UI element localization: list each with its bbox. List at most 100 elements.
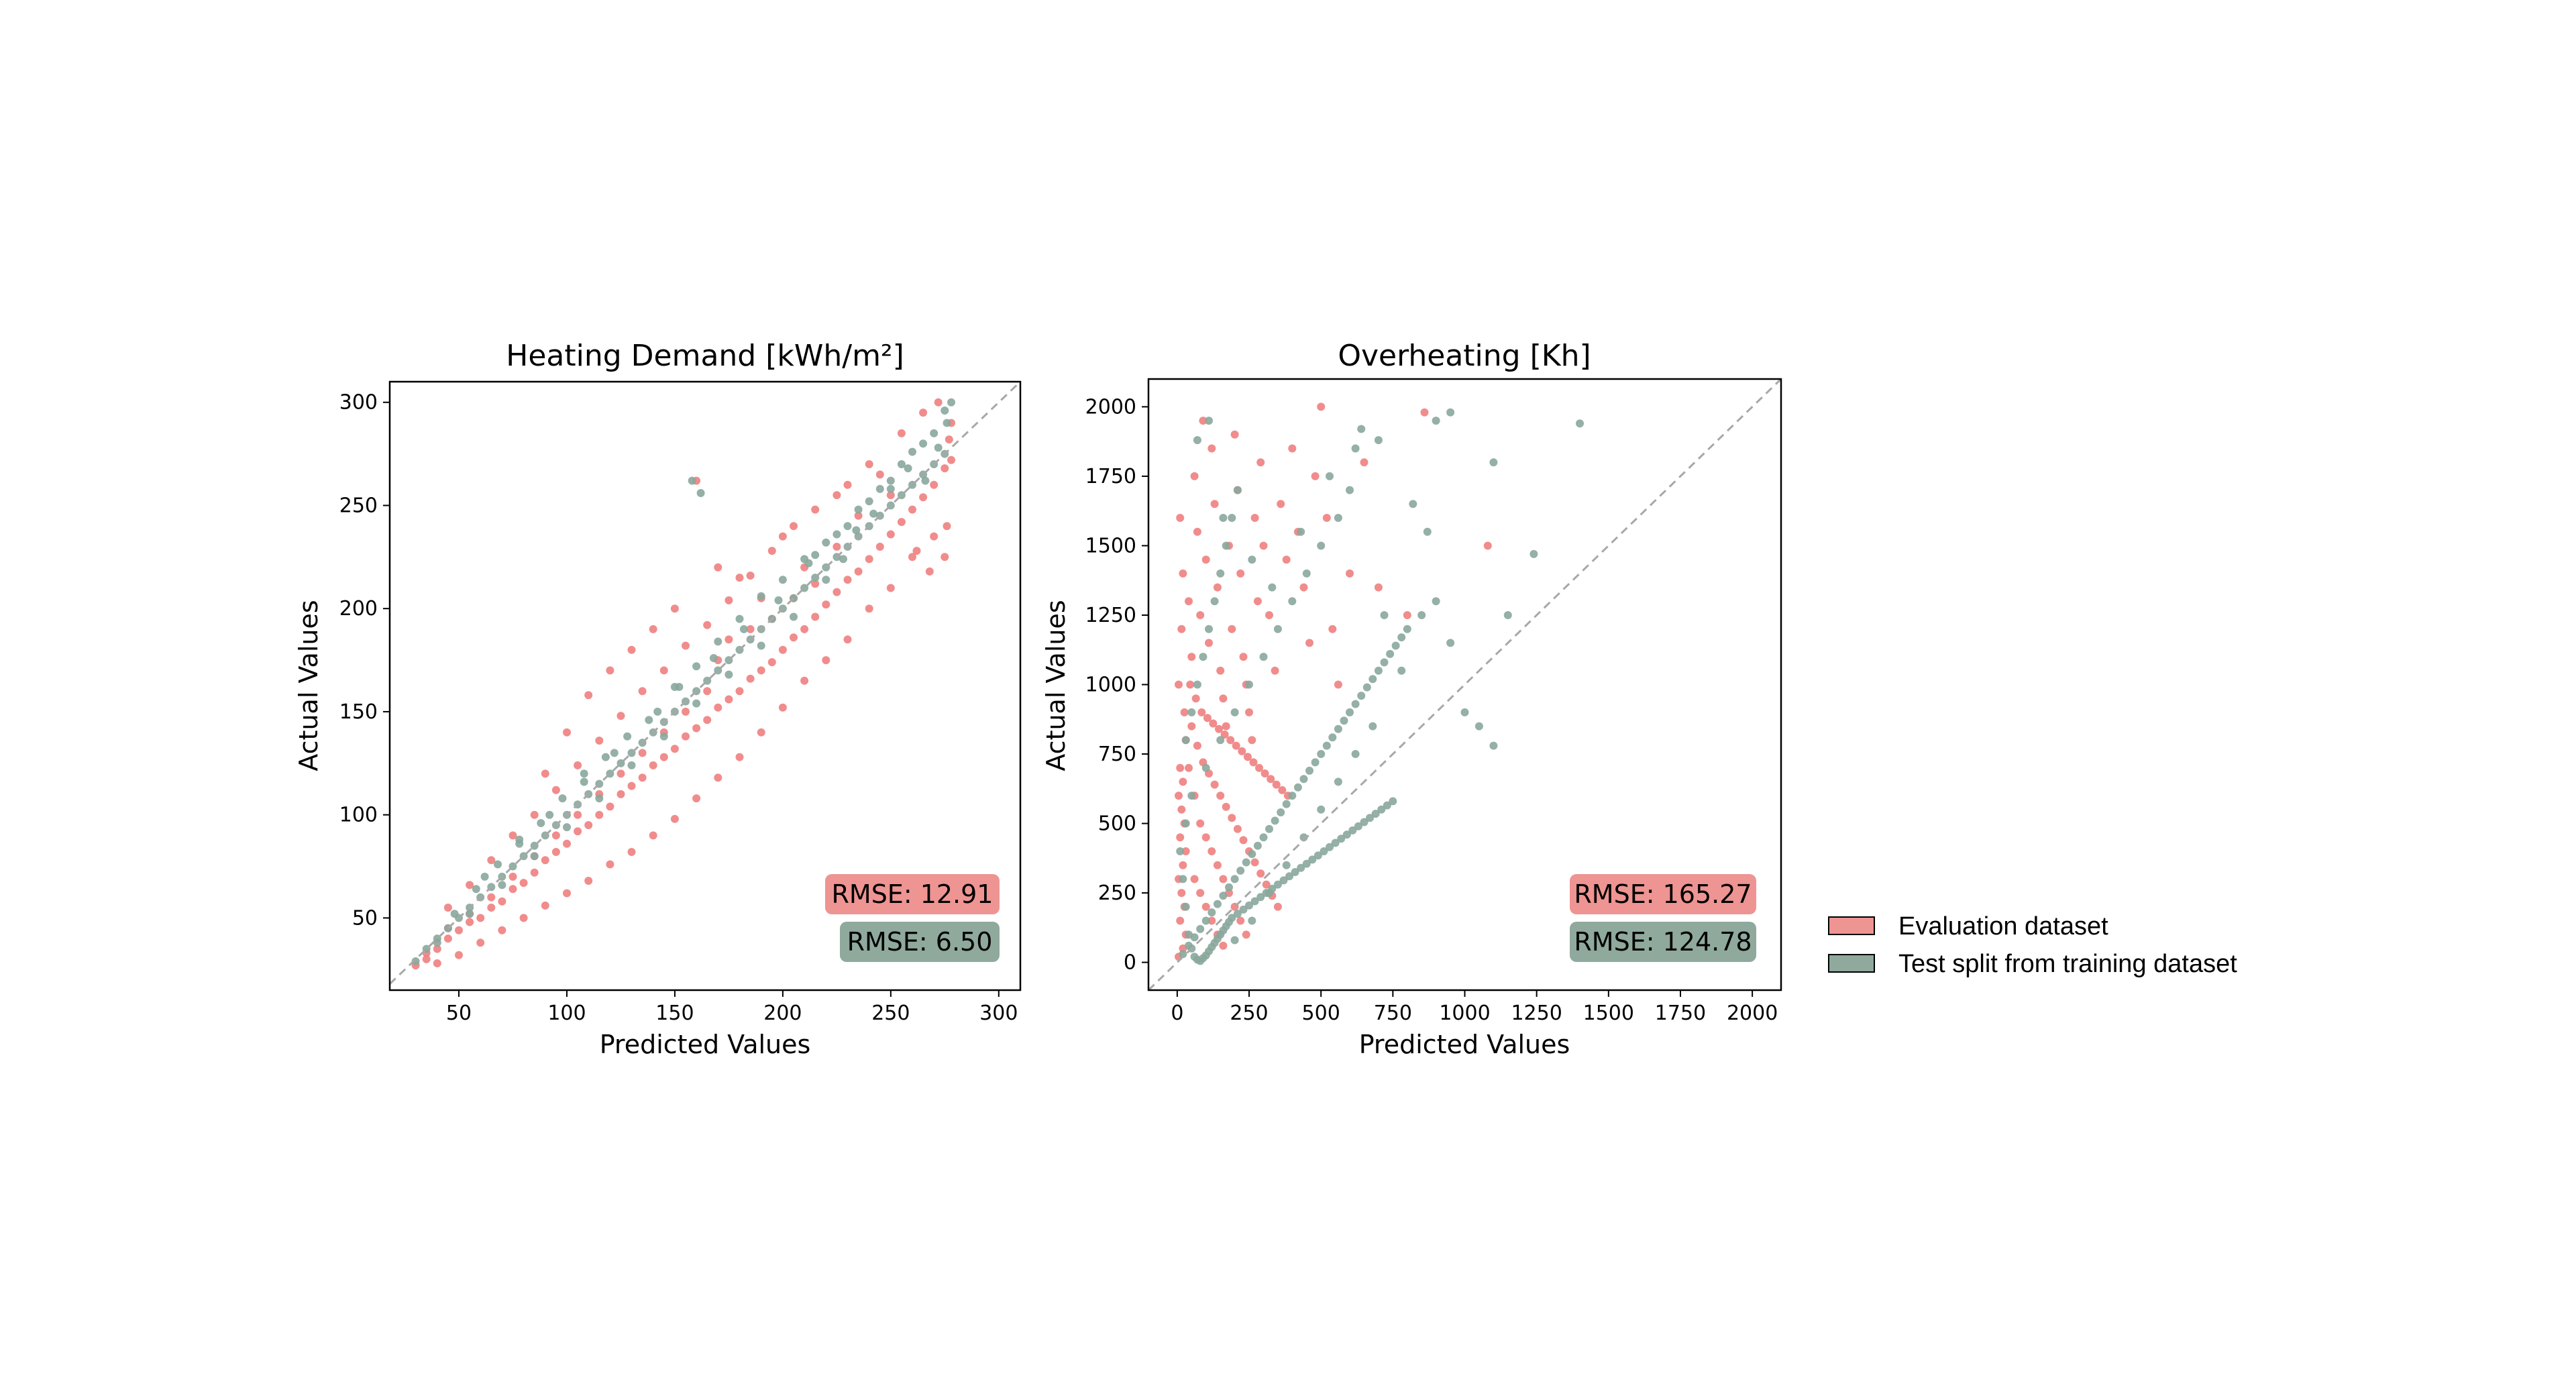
point-test_split-88 (1245, 901, 1253, 910)
point-evaluation-77 (1242, 930, 1250, 939)
point-test_split-90 (1256, 893, 1265, 902)
point-evaluation-43 (1248, 736, 1256, 745)
point-test_split-44 (1474, 722, 1483, 731)
point-test_split-118 (1268, 583, 1277, 592)
point-evaluation-13 (551, 848, 560, 856)
y-tick-label: 0 (1124, 951, 1136, 975)
point-evaluation-115 (1272, 780, 1281, 789)
point-evaluation-94 (811, 505, 820, 514)
point-evaluation-107 (912, 547, 921, 555)
point-evaluation-42 (1245, 708, 1253, 716)
point-test_split-58 (1288, 597, 1297, 606)
point-test_split-47 (1529, 549, 1538, 558)
point-test_split-52 (1357, 425, 1366, 433)
y-axis-label-heating: Actual Values (294, 600, 323, 771)
point-evaluation-118 (854, 511, 863, 520)
point-evaluation-50 (1277, 500, 1285, 508)
point-test_split-127 (1351, 750, 1360, 758)
point-evaluation-11 (530, 868, 539, 877)
point-test_split-22 (1305, 766, 1313, 775)
point-evaluation-107 (1226, 736, 1235, 745)
point-test_split-36 (1386, 649, 1395, 658)
point-test_split-114 (1205, 417, 1213, 425)
point-test_split-89 (580, 769, 588, 778)
point-evaluation-86 (638, 687, 647, 696)
point-evaluation-134 (574, 810, 582, 819)
point-evaluation-32 (757, 666, 765, 675)
legend-label-test: Test split from training dataset (1898, 950, 2237, 978)
point-evaluation-26 (692, 724, 701, 733)
point-evaluation-37 (1230, 430, 1239, 439)
x-ticks-overheating: 0 250 500 750 1000 1250 1500 1750 2000 (1171, 990, 1778, 1025)
point-evaluation-48 (1265, 611, 1273, 619)
point-evaluation-62 (1360, 458, 1368, 467)
y-tick-label: 250 (1098, 881, 1136, 905)
point-test_split-120 (1326, 472, 1334, 480)
point-evaluation-55 (886, 584, 895, 592)
point-test_split-134 (1230, 936, 1239, 945)
point-evaluation-1 (1179, 569, 1187, 578)
point-test_split-77 (530, 852, 539, 861)
point-test_split-88 (601, 753, 610, 761)
point-evaluation-132 (616, 769, 625, 778)
point-evaluation-7 (1179, 777, 1187, 786)
point-evaluation-135 (551, 831, 560, 840)
point-evaluation-93 (790, 522, 798, 531)
point-evaluation-43 (875, 543, 884, 551)
point-test_split-51 (1432, 417, 1440, 425)
point-test_split-57 (852, 526, 861, 535)
point-test_split-68 (1179, 875, 1187, 883)
point-test_split-65 (1187, 792, 1196, 800)
point-evaluation-100 (865, 460, 873, 468)
x-tick-label: 300 (979, 1002, 1018, 1025)
rmse-badge-evaluation-heating (825, 874, 1000, 914)
point-test_split-45 (1489, 741, 1498, 750)
point-test_split-69 (1181, 902, 1190, 911)
point-test_split-33 (1368, 675, 1377, 684)
point-test_split-12 (1248, 850, 1256, 859)
point-test_split-109 (1366, 814, 1374, 822)
x-tick-label: 750 (1374, 1002, 1412, 1025)
point-test_split-66 (709, 654, 718, 662)
point-evaluation-45 (1253, 597, 1262, 606)
point-test_split-50 (1446, 408, 1455, 417)
point-evaluation-109 (1238, 747, 1246, 755)
point-evaluation-129 (682, 707, 690, 716)
point-test_split-24 (1317, 750, 1326, 758)
point-test_split-102 (1326, 843, 1334, 851)
point-evaluation-15 (1177, 889, 1186, 898)
point-test_split-110 (1371, 810, 1380, 818)
point-evaluation-115 (714, 563, 722, 572)
point-test_split-23 (1311, 758, 1320, 767)
point-test_split-94 (1279, 876, 1288, 885)
point-test_split-128 (1334, 777, 1342, 786)
legend-label-evaluation: Evaluation dataset (1898, 912, 2108, 940)
point-test_split-122 (1409, 500, 1417, 508)
point-test_split-21 (1299, 775, 1308, 784)
point-evaluation-21 (1185, 597, 1193, 606)
point-test_split-116 (1219, 514, 1228, 522)
point-evaluation-63 (714, 773, 722, 782)
point-evaluation-8 (498, 897, 506, 906)
point-test_split-100 (778, 576, 787, 584)
point-test_split-53 (1374, 436, 1383, 445)
point-evaluation-18 (606, 802, 614, 811)
point-test_split-19 (1288, 792, 1297, 800)
point-evaluation-38 (822, 600, 830, 609)
point-test_split-85 (1228, 914, 1236, 922)
point-evaluation-76 (1236, 916, 1245, 925)
x-tick-label: 150 (655, 1002, 694, 1025)
point-test_split-99 (757, 592, 765, 600)
point-test_split-86 (1233, 910, 1242, 918)
point-test_split-102 (822, 538, 830, 547)
rmse-badge-evaluation-overheating (1570, 874, 1756, 914)
point-test_split-80 (480, 872, 489, 881)
point-test_split-99 (1308, 855, 1317, 864)
point-test_split-112 (1383, 801, 1391, 810)
point-evaluation-110 (1243, 753, 1252, 761)
point-evaluation-85 (616, 712, 625, 720)
point-test_split-108 (1360, 818, 1368, 826)
point-test_split-136 (1187, 708, 1196, 716)
point-test_split-29 (1346, 708, 1354, 716)
point-evaluation-81 (1208, 916, 1216, 925)
